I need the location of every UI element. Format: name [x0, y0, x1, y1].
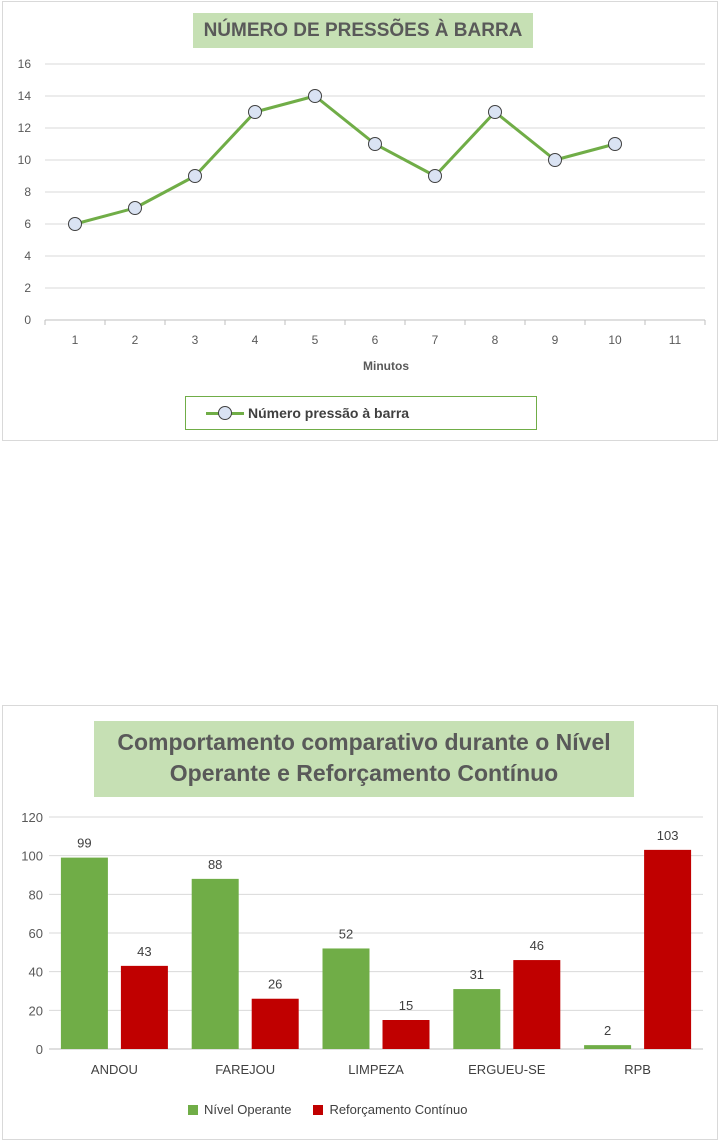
chart-title: Comportamento comparativo durante o Níve…	[94, 721, 634, 797]
data-label: 31	[470, 967, 484, 982]
y-tick-label: 40	[29, 965, 43, 980]
data-point	[548, 153, 562, 167]
data-label: 99	[77, 836, 91, 851]
y-tick-label: 8	[24, 185, 31, 199]
x-axis-title: Minutos	[363, 359, 409, 373]
bar	[644, 849, 692, 1049]
data-point	[488, 105, 502, 119]
bar	[322, 948, 370, 1049]
legend-swatch-red	[313, 1104, 324, 1115]
bar	[120, 965, 168, 1049]
x-tick-label: 7	[432, 333, 439, 347]
x-tick-label: FAREJOU	[215, 1062, 275, 1077]
x-tick-label: 6	[372, 333, 379, 347]
data-point	[308, 89, 322, 103]
data-point	[428, 169, 442, 183]
chart-title-line-2: Operante e Reforçamento Contínuo	[169, 760, 559, 786]
y-tick-label: 80	[29, 887, 43, 902]
x-tick-label: ANDOU	[91, 1062, 138, 1077]
bar-chart: Comportamento comparativo durante o Níve…	[2, 705, 718, 1140]
bar	[382, 1020, 430, 1049]
y-tick-label: 4	[24, 249, 31, 263]
x-tick-label: 8	[492, 333, 499, 347]
legend-item-nivel-operante: Nível Operante	[188, 1102, 291, 1117]
line-chart-legend: Número pressão à barra	[185, 396, 537, 430]
legend-item-reforcamento: Reforçamento Contínuo	[313, 1102, 467, 1117]
x-tick-label: 11	[669, 333, 682, 347]
data-label: 103	[657, 828, 679, 843]
y-tick-label: 120	[21, 810, 43, 825]
y-tick-label: 100	[21, 849, 43, 864]
data-label: 52	[339, 926, 353, 941]
bar	[251, 998, 299, 1049]
y-tick-label: 10	[18, 153, 32, 167]
x-tick-label: 1	[72, 333, 79, 347]
y-tick-label: 2	[24, 281, 31, 295]
chart-title-line-1: Comportamento comparativo durante o Níve…	[117, 729, 611, 755]
y-tick-label: 0	[36, 1042, 43, 1057]
legend-label: Número pressão à barra	[248, 405, 410, 421]
line-chart: NÚMERO DE PRESSÕES À BARRA 0 2 4 6 8 10 12 14 16…	[2, 1, 718, 441]
legend-label: Reforçamento Contínuo	[329, 1102, 468, 1117]
data-label: 46	[530, 938, 544, 953]
x-tick-label: LIMPEZA	[348, 1062, 404, 1077]
bar	[60, 857, 108, 1049]
bar	[191, 878, 239, 1049]
legend-swatch-green	[188, 1104, 198, 1115]
x-tick-label: 3	[192, 333, 199, 347]
data-point	[368, 137, 382, 151]
x-tick-label: 2	[132, 333, 139, 347]
legend-label: Nível Operante	[204, 1102, 292, 1117]
bar-chart-legend: Nível Operante Reforçamento Contínuo	[188, 1102, 489, 1117]
x-tick-label: 4	[252, 333, 259, 347]
y-tick-label: 12	[18, 121, 32, 135]
y-tick-label: 60	[29, 926, 43, 941]
x-tick-label: 5	[312, 333, 319, 347]
bar	[513, 960, 561, 1049]
y-tick-label: 16	[18, 57, 32, 71]
data-point	[608, 137, 622, 151]
y-tick-label: 0	[24, 313, 31, 327]
data-point	[128, 201, 142, 215]
bar-chart-plot: 0 20 40 60 80 100 120 99 43 ANDOU 88 26 FAREJOU 52 15 L…	[21, 810, 703, 1077]
bar	[584, 1045, 632, 1049]
data-point	[68, 217, 82, 231]
data-label: 26	[268, 977, 282, 992]
legend-line-marker-icon	[206, 406, 244, 420]
data-label: 88	[208, 857, 222, 872]
x-tick-label: 9	[552, 333, 559, 347]
y-tick-label: 20	[29, 1003, 43, 1018]
chart-title: NÚMERO DE PRESSÕES À BARRA	[193, 13, 533, 48]
data-point	[188, 169, 202, 183]
x-tick-label: RPB	[624, 1062, 651, 1077]
x-tick-label: 10	[608, 333, 622, 347]
x-tick-label: ERGUEU-SE	[468, 1062, 546, 1077]
y-tick-label: 14	[18, 89, 32, 103]
data-label: 43	[137, 944, 151, 959]
y-tick-label: 6	[24, 217, 31, 231]
data-label: 2	[604, 1023, 611, 1038]
series-line	[74, 94, 616, 226]
data-label: 15	[399, 998, 413, 1013]
data-point	[248, 105, 262, 119]
bar	[453, 989, 501, 1049]
